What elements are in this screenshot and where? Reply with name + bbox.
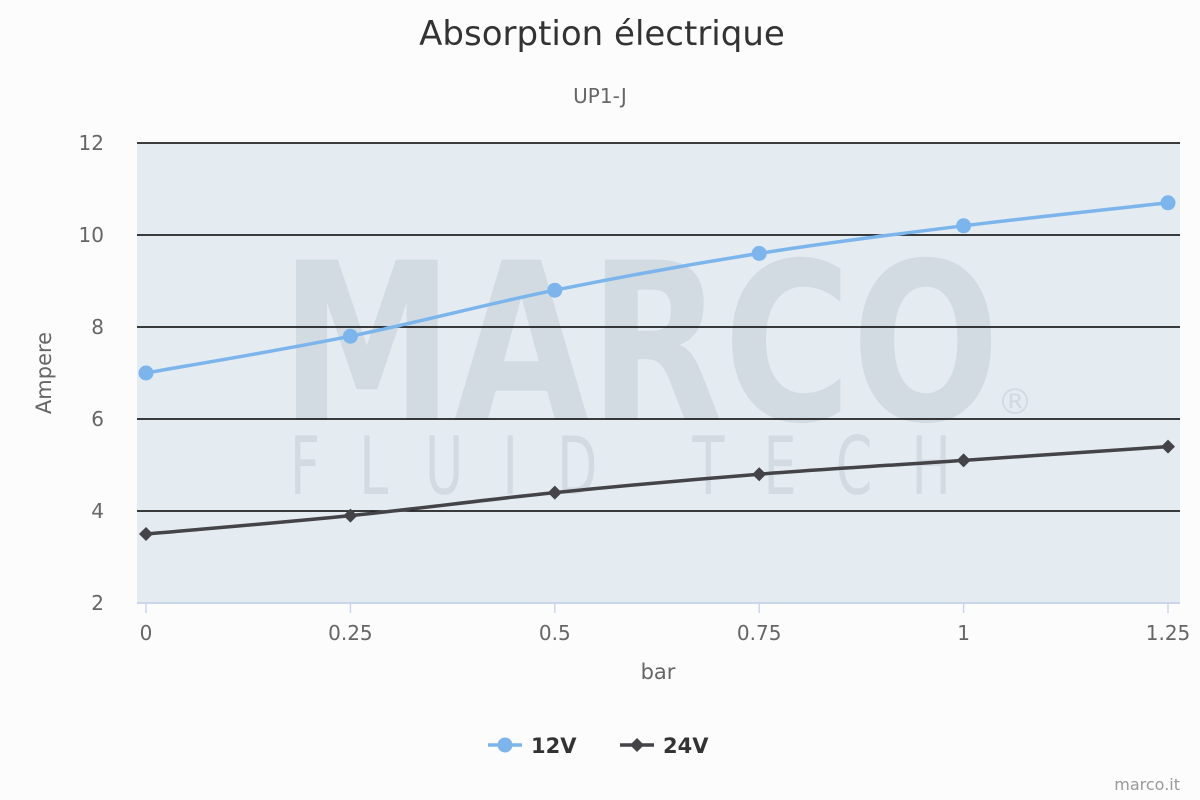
y-tick-label: 6 xyxy=(91,407,104,431)
x-tick-label: 1 xyxy=(957,621,970,645)
chart-title: Absorption électrique xyxy=(419,14,785,54)
credit-link[interactable]: marco.it xyxy=(1114,775,1180,794)
series-12v xyxy=(138,195,1176,381)
data-point[interactable] xyxy=(139,527,153,541)
y-axis-labels: 2 4 6 8 10 12 xyxy=(79,131,104,615)
y-tick-label: 8 xyxy=(91,315,104,339)
series-line[interactable] xyxy=(145,201,1169,375)
data-point[interactable] xyxy=(547,485,562,500)
series-line[interactable] xyxy=(145,444,1169,536)
watermark-registered-mark: ® xyxy=(997,382,1033,423)
data-point[interactable] xyxy=(343,508,358,523)
legend-symbol-marker[interactable] xyxy=(497,737,513,753)
series-layer xyxy=(138,195,1176,541)
data-point[interactable] xyxy=(1160,195,1176,211)
y-axis-title: Ampere xyxy=(32,332,56,414)
chart-subtitle: UP1-J xyxy=(573,84,627,108)
legend-label: 12V xyxy=(531,734,577,758)
data-point[interactable] xyxy=(956,453,971,468)
data-point[interactable] xyxy=(342,328,358,344)
data-point[interactable] xyxy=(138,365,154,381)
x-axis-title: bar xyxy=(641,660,676,684)
y-tick-label: 2 xyxy=(91,591,104,615)
series-24v xyxy=(139,439,1175,541)
brand-watermark: MARCO FLUID TECH ® xyxy=(280,216,1033,513)
legend: 12V 24V xyxy=(488,734,709,758)
legend-symbol-marker[interactable] xyxy=(630,738,644,752)
data-point[interactable] xyxy=(1161,439,1175,454)
x-tick-label: 0.5 xyxy=(539,621,571,645)
y-tick-label: 10 xyxy=(79,223,104,247)
data-point[interactable] xyxy=(956,218,972,234)
x-tick-label: 0.75 xyxy=(737,621,782,645)
x-axis: 0 0.25 0.5 0.75 1 1.25 xyxy=(137,602,1191,645)
watermark-brand: MARCO xyxy=(280,216,1000,472)
y-tick-label: 4 xyxy=(91,499,104,523)
grid-lines xyxy=(137,142,1180,512)
legend-item-12v[interactable]: 12V xyxy=(488,734,577,758)
x-tick-label: 0.25 xyxy=(328,621,373,645)
y-tick-label: 12 xyxy=(79,131,104,155)
watermark-tagline: FLUID TECH xyxy=(290,420,990,513)
x-tick-label: 1.25 xyxy=(1146,621,1191,645)
legend-item-24v[interactable]: 24V xyxy=(620,734,709,758)
x-tick-label: 0 xyxy=(140,621,153,645)
data-point[interactable] xyxy=(547,282,563,298)
data-point[interactable] xyxy=(752,467,767,482)
data-point[interactable] xyxy=(751,245,767,261)
legend-label: 24V xyxy=(663,734,709,758)
